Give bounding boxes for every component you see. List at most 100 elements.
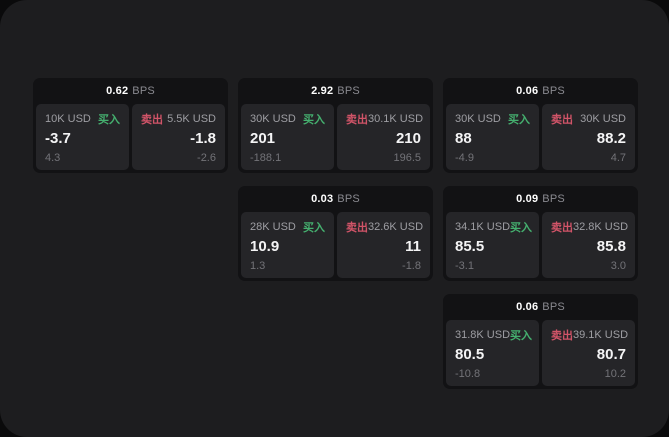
buy-price: 201 — [250, 130, 276, 148]
bps-unit-label: BPS — [542, 301, 565, 313]
buy-panel[interactable]: 28K USD 买入 10.9 1.3 — [241, 212, 334, 278]
sell-change: -1.8 — [402, 260, 421, 272]
spread-header: 0.62 BPS — [36, 78, 225, 104]
quote-body: 31.8K USD 买入 80.5 -10.8 卖出 39.1K USD 80.… — [446, 320, 635, 386]
quote-card: 0.62 BPS 10K USD 买入 -3.7 4.3 卖出 5.5K USD… — [33, 78, 228, 173]
spread-header: 0.09 BPS — [446, 186, 635, 212]
bps-unit-label: BPS — [337, 85, 360, 97]
quote-body: 30K USD 买入 201 -188.1 卖出 30.1K USD 210 1… — [241, 104, 430, 170]
spread-header: 2.92 BPS — [241, 78, 430, 104]
spread-value: 0.09 — [516, 193, 539, 205]
sell-label: 卖出 — [551, 330, 573, 342]
bps-unit-label: BPS — [337, 193, 360, 205]
buy-panel[interactable]: 31.8K USD 买入 80.5 -10.8 — [446, 320, 539, 386]
sell-label: 卖出 — [551, 114, 573, 126]
spread-value: 0.06 — [516, 301, 539, 313]
buy-amount: 10K USD — [45, 113, 91, 125]
buy-change: 4.3 — [45, 152, 61, 164]
buy-amount: 34.1K USD — [455, 221, 511, 233]
sell-panel[interactable]: 卖出 30.1K USD 210 196.5 — [337, 104, 430, 170]
buy-change: -3.1 — [455, 260, 474, 272]
buy-change: -10.8 — [455, 368, 481, 380]
sell-panel-top: 卖出 39.1K USD — [551, 327, 629, 343]
buy-panel-top: 30K USD 买入 — [455, 111, 530, 127]
quote-card: 2.92 BPS 30K USD 买入 201 -188.1 卖出 30.1K … — [238, 78, 433, 173]
sell-label: 卖出 — [346, 222, 368, 234]
sell-change: 10.2 — [604, 368, 626, 380]
sell-amount: 5.5K USD — [167, 113, 216, 125]
buy-amount: 31.8K USD — [455, 329, 511, 341]
buy-amount: 30K USD — [455, 113, 501, 125]
spread-value: 2.92 — [311, 85, 334, 97]
quote-body: 34.1K USD 买入 85.5 -3.1 卖出 32.8K USD 85.8… — [446, 212, 635, 278]
buy-panel[interactable]: 30K USD 买入 88 -4.9 — [446, 104, 539, 170]
buy-panel-top: 30K USD 买入 — [250, 111, 325, 127]
sell-price: 210 — [395, 130, 421, 148]
sell-change: 4.7 — [610, 152, 626, 164]
spread-header: 0.03 BPS — [241, 186, 430, 212]
sell-price: 11 — [405, 238, 421, 256]
buy-panel[interactable]: 10K USD 买入 -3.7 4.3 — [36, 104, 129, 170]
bps-unit-label: BPS — [542, 85, 565, 97]
sell-panel-top: 卖出 30.1K USD — [346, 111, 424, 127]
buy-panel-top: 31.8K USD 买入 — [455, 327, 533, 343]
sell-label: 卖出 — [551, 222, 573, 234]
sell-change: -2.6 — [197, 152, 216, 164]
sell-amount: 32.8K USD — [573, 221, 629, 233]
sell-price: -1.8 — [190, 130, 216, 148]
quote-card: 0.06 BPS 31.8K USD 买入 80.5 -10.8 卖出 39.1… — [443, 294, 638, 389]
quote-body: 30K USD 买入 88 -4.9 卖出 30K USD 88.2 4.7 — [446, 104, 635, 170]
buy-label: 买入 — [98, 114, 120, 126]
buy-amount: 30K USD — [250, 113, 296, 125]
quote-card: 0.06 BPS 30K USD 买入 88 -4.9 卖出 30K USD 8… — [443, 78, 638, 173]
sell-panel-top: 卖出 32.6K USD — [346, 219, 423, 235]
quote-body: 28K USD 买入 10.9 1.3 卖出 32.6K USD 11 -1.8 — [241, 212, 430, 278]
buy-panel-top: 10K USD 买入 — [45, 111, 120, 127]
buy-change: 1.3 — [250, 260, 266, 272]
quote-card: 0.03 BPS 28K USD 买入 10.9 1.3 卖出 32.6K US… — [238, 186, 433, 281]
buy-label: 买入 — [303, 222, 325, 234]
sell-label: 卖出 — [141, 114, 163, 126]
sell-amount: 30K USD — [580, 113, 626, 125]
buy-panel-top: 34.1K USD 买入 — [455, 219, 533, 235]
buy-label: 买入 — [508, 114, 530, 126]
spread-value: 0.62 — [106, 85, 129, 97]
sell-label: 卖出 — [346, 114, 368, 126]
bps-unit-label: BPS — [132, 85, 155, 97]
buy-label: 买入 — [510, 222, 533, 234]
sell-price: 85.8 — [596, 238, 626, 256]
buy-label: 买入 — [510, 330, 533, 342]
sell-panel[interactable]: 卖出 30K USD 88.2 4.7 — [542, 104, 635, 170]
buy-price: 85.5 — [455, 238, 485, 256]
sell-panel[interactable]: 卖出 5.5K USD -1.8 -2.6 — [132, 104, 225, 170]
sell-panel[interactable]: 卖出 32.8K USD 85.8 3.0 — [542, 212, 635, 278]
sell-change: 196.5 — [393, 152, 421, 164]
sell-amount: 39.1K USD — [573, 329, 629, 341]
spread-value: 0.06 — [516, 85, 539, 97]
sell-panel[interactable]: 卖出 32.6K USD 11 -1.8 — [337, 212, 430, 278]
sell-panel-top: 卖出 32.8K USD — [551, 219, 629, 235]
buy-amount: 28K USD — [250, 221, 296, 233]
sell-price: 88.2 — [596, 130, 626, 148]
sell-price: 80.7 — [596, 346, 626, 364]
bps-unit-label: BPS — [542, 193, 565, 205]
sell-panel-top: 卖出 30K USD — [551, 111, 626, 127]
buy-label: 买入 — [303, 114, 325, 126]
spread-value: 0.03 — [311, 193, 334, 205]
spread-header: 0.06 BPS — [446, 294, 635, 320]
buy-change: -188.1 — [250, 152, 282, 164]
spread-header: 0.06 BPS — [446, 78, 635, 104]
sell-amount: 30.1K USD — [368, 113, 424, 125]
buy-price: 10.9 — [250, 238, 280, 256]
sell-panel[interactable]: 卖出 39.1K USD 80.7 10.2 — [542, 320, 635, 386]
buy-panel[interactable]: 34.1K USD 买入 85.5 -3.1 — [446, 212, 539, 278]
sell-change: 3.0 — [610, 260, 626, 272]
sell-panel-top: 卖出 5.5K USD — [141, 111, 216, 127]
buy-price: 80.5 — [455, 346, 485, 364]
buy-price: -3.7 — [45, 130, 71, 148]
buy-change: -4.9 — [455, 152, 474, 164]
quote-body: 10K USD 买入 -3.7 4.3 卖出 5.5K USD -1.8 -2.… — [36, 104, 225, 170]
buy-panel[interactable]: 30K USD 买入 201 -188.1 — [241, 104, 334, 170]
buy-panel-top: 28K USD 买入 — [250, 219, 325, 235]
